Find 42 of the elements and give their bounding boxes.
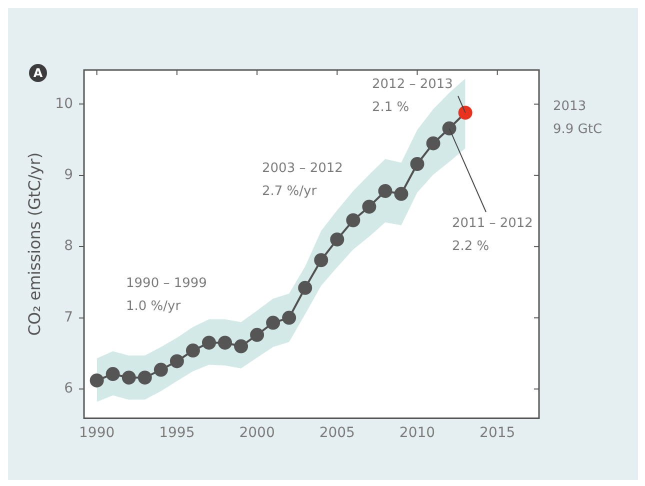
annotation: 1990 – 1999 1.0 %/yr <box>126 276 207 314</box>
point <box>314 253 328 268</box>
annotation: 2012 – 2013 2.1 % <box>372 77 453 115</box>
x-tick-label: 1995 <box>159 425 195 442</box>
point <box>362 200 376 214</box>
point <box>218 336 232 350</box>
point <box>410 156 424 171</box>
x-tick-label: 2000 <box>239 425 275 442</box>
point <box>378 184 392 198</box>
point <box>106 367 120 382</box>
point <box>458 106 472 120</box>
x-tick-label: 2015 <box>480 425 516 442</box>
point <box>202 336 216 350</box>
y-tick-label: 9 <box>64 167 74 184</box>
y-axis-title: CO₂ emissions (GtC/yr) <box>24 152 44 336</box>
x-tick-label: 2010 <box>399 425 436 442</box>
point <box>426 136 440 150</box>
point <box>298 280 312 295</box>
point <box>346 213 360 228</box>
x-tick-label: 1990 <box>79 425 115 442</box>
point <box>122 370 136 385</box>
point <box>186 344 200 358</box>
point <box>282 310 296 325</box>
point <box>330 232 344 246</box>
y-tick-label: 6 <box>64 380 74 397</box>
text: 2013 9.9 GtC <box>553 99 602 137</box>
text: A <box>29 64 47 82</box>
point <box>250 328 264 342</box>
point <box>234 339 248 354</box>
point <box>266 316 280 330</box>
point <box>394 186 408 201</box>
y-tick-label: 10 <box>55 96 74 112</box>
annotation: 2011 – 2012 2.2 % <box>452 216 533 254</box>
annotation: 2003 – 2012 2.7 %/yr <box>262 161 343 199</box>
point <box>442 121 456 136</box>
point <box>154 362 168 377</box>
x-tick-label: 2005 <box>319 425 355 442</box>
y-tick-label: 8 <box>64 238 74 254</box>
point <box>138 370 152 385</box>
point <box>170 354 184 368</box>
point <box>90 373 104 388</box>
y-tick-label: 7 <box>64 309 74 326</box>
